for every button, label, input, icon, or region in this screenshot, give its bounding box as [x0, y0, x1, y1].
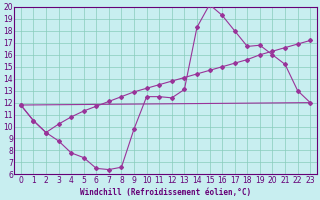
- X-axis label: Windchill (Refroidissement éolien,°C): Windchill (Refroidissement éolien,°C): [80, 188, 251, 197]
